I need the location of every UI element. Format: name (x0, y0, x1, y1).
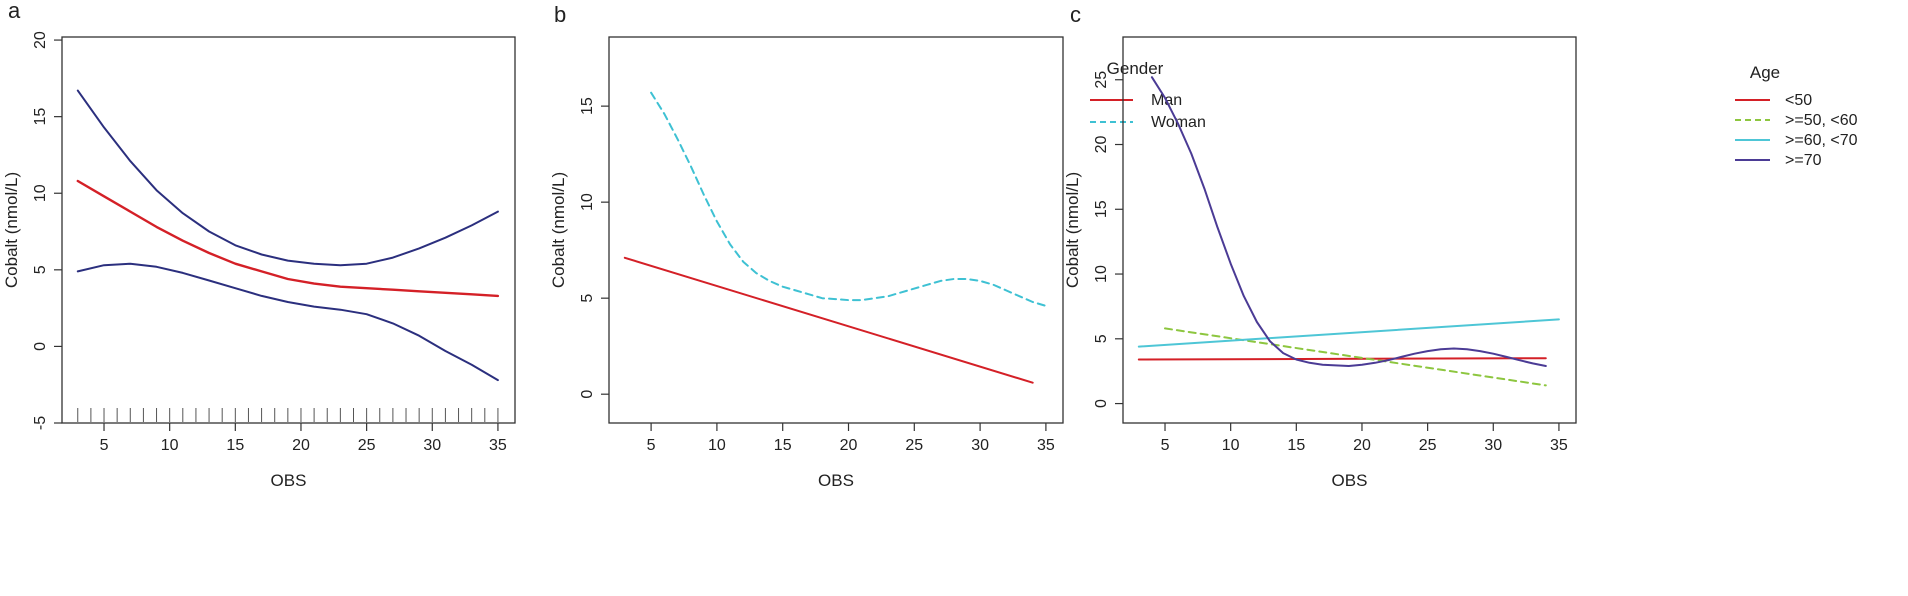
series-line-60-70 (1137, 318, 1560, 348)
y-tick-label: 0 (1093, 399, 1110, 408)
x-tick-label: 30 (423, 437, 441, 454)
series-line-70 (1150, 76, 1547, 367)
x-tick-label: 20 (292, 437, 310, 454)
series-line-50 (1137, 357, 1547, 361)
y-tick-label: 15 (32, 108, 49, 126)
x-tick-label: 20 (1353, 437, 1371, 454)
series-line-50-60 (1164, 327, 1547, 387)
legend-label: >=70 (1785, 152, 1822, 169)
y-tick-label: 10 (1093, 265, 1110, 283)
legend-title: Gender (1107, 59, 1164, 78)
x-tick-label: 25 (905, 437, 923, 454)
plot-frame (61, 36, 516, 424)
y-tick-label: 20 (1093, 136, 1110, 154)
plot-frame (608, 36, 1064, 424)
x-tick-label: 15 (774, 437, 792, 454)
series-line-upper-ci (76, 89, 499, 267)
x-tick-label: 10 (161, 437, 179, 454)
panel-c: c 5 10 15 20 25 30 35 0 5 10 15 20 25 OBS Cobalt (nmol/… (1063, 2, 1858, 490)
plot-frame (1122, 36, 1577, 424)
legend-label: >=50, <60 (1785, 112, 1858, 129)
y-tick-label: 5 (32, 265, 49, 274)
x-axis-label: OBS (271, 471, 307, 490)
panel-label: c (1070, 2, 1081, 27)
series-line-woman (650, 91, 1047, 307)
legend-label: <50 (1785, 92, 1812, 109)
x-axis-label: OBS (1332, 471, 1368, 490)
x-tick-label: 10 (1222, 437, 1240, 454)
y-axis-label: Cobalt (nmol/L) (2, 172, 21, 288)
y-tick-label: 0 (579, 390, 596, 399)
y-tick-label: -5 (32, 416, 49, 430)
legend-label: >=60, <70 (1785, 132, 1858, 149)
x-tick-label: 25 (1419, 437, 1437, 454)
x-tick-label: 30 (971, 437, 989, 454)
x-tick-label: 15 (1287, 437, 1305, 454)
y-tick-label: 5 (1093, 334, 1110, 343)
series-line-man (623, 256, 1034, 384)
y-tick-label: 10 (32, 184, 49, 202)
panel-b: b 5 10 15 20 25 30 35 0 5 10 15 OBS Cobalt (nmol/L) Ge… (549, 2, 1206, 490)
x-tick-label: 15 (226, 437, 244, 454)
x-tick-label: 20 (840, 437, 858, 454)
x-tick-label: 35 (1550, 437, 1568, 454)
panel-label: b (554, 2, 566, 27)
x-tick-label: 30 (1484, 437, 1502, 454)
x-tick-label: 10 (708, 437, 726, 454)
series-line-lower-ci (76, 262, 499, 382)
panel-a: a 5 10 15 20 25 30 35 -5 0 5 10 15 20 OBS Cobalt (nmol/… (2, 0, 516, 490)
y-tick-label: 20 (32, 31, 49, 49)
y-axis-label: Cobalt (nmol/L) (549, 172, 568, 288)
x-tick-label: 5 (1161, 437, 1170, 454)
x-tick-label: 5 (647, 437, 656, 454)
x-tick-label: 35 (1037, 437, 1055, 454)
y-tick-label: 15 (579, 97, 596, 115)
x-tick-label: 5 (100, 437, 109, 454)
y-tick-label: 0 (32, 342, 49, 351)
series-line-fit (76, 179, 500, 298)
x-axis-label: OBS (818, 471, 854, 490)
y-tick-label: 5 (579, 294, 596, 303)
y-tick-label: 15 (1093, 200, 1110, 218)
y-tick-label: 25 (1093, 71, 1110, 89)
x-tick-label: 35 (489, 437, 507, 454)
legend-title: Age (1750, 63, 1780, 82)
x-tick-label: 25 (358, 437, 376, 454)
y-axis-label: Cobalt (nmol/L) (1063, 172, 1082, 288)
y-tick-label: 10 (579, 193, 596, 211)
panel-label: a (8, 0, 21, 23)
